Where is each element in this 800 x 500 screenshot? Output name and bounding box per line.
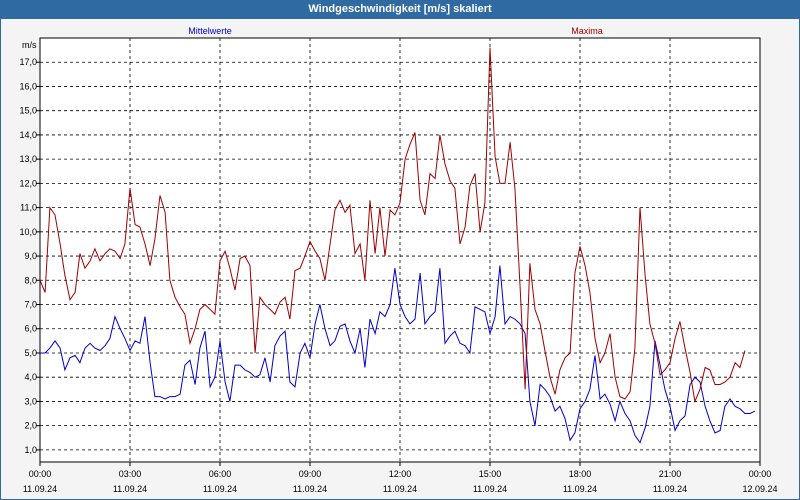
x-tick-time: 03:00 (119, 469, 142, 479)
legend-max: Maxima (571, 26, 603, 36)
y-tick-label: 5,0 (24, 348, 37, 358)
y-tick-label: 9,0 (24, 251, 37, 261)
x-tick-date: 11.09.24 (473, 484, 507, 494)
x-tick-date: 12.09.24 (742, 484, 777, 494)
x-tick-date: 11.09.24 (113, 484, 147, 494)
x-tick-time: 09:00 (299, 469, 322, 479)
x-tick-date: 11.09.24 (23, 484, 57, 494)
y-tick-label: 1,0 (24, 445, 37, 455)
x-tick-time: 00:00 (29, 469, 52, 479)
y-tick-label: 2,0 (24, 421, 37, 431)
x-tick-time: 06:00 (209, 469, 232, 479)
x-tick-time: 15:00 (479, 469, 502, 479)
series-max-line (39, 47, 746, 404)
legend-mean: Mittelwerte (188, 26, 232, 36)
y-tick-label: 16,0 (19, 81, 37, 91)
y-tick-label: 6,0 (24, 324, 37, 334)
y-tick-label: 10,0 (19, 227, 37, 237)
y-axis-unit: m/s (22, 40, 37, 50)
y-axis-ticks: 1,0 2,0 3,0 4,0 5,0 6,0 7,0 8,0 9,0 10,0 11,0 12,0 1… (19, 57, 40, 455)
x-tick-time: 12:00 (389, 469, 412, 479)
y-tick-label: 3,0 (24, 396, 37, 406)
y-tick-label: 4,0 (24, 372, 37, 382)
grid (40, 38, 760, 462)
y-tick-label: 17,0 (19, 57, 37, 67)
series-lines (39, 47, 756, 444)
x-tick-date: 11.09.24 (293, 484, 327, 494)
series-mean-line (40, 265, 756, 444)
y-tick-label: 12,0 (19, 178, 37, 188)
x-tick-date: 11.09.24 (563, 484, 597, 494)
y-tick-label: 14,0 (19, 130, 37, 140)
x-tick-time: 18:00 (569, 469, 592, 479)
chart-title: Windgeschwindigkeit [m/s] skaliert (0, 0, 800, 18)
x-tick-time: 00:00 (749, 469, 772, 479)
x-tick-date: 11.09.24 (383, 484, 417, 494)
y-tick-label: 7,0 (24, 300, 37, 310)
y-tick-label: 15,0 (19, 106, 37, 116)
x-tick-date: 11.09.24 (653, 484, 687, 494)
y-tick-label: 13,0 (19, 154, 37, 164)
y-tick-label: 8,0 (24, 275, 37, 285)
x-tick-date: 11.09.24 (203, 484, 237, 494)
x-tick-time: 21:00 (659, 469, 682, 479)
y-tick-label: 11,0 (20, 203, 37, 213)
x-axis-ticks: 00:00 11.09.24 03:00 11.09.24 06:00 11.09.24 0… (23, 462, 778, 494)
